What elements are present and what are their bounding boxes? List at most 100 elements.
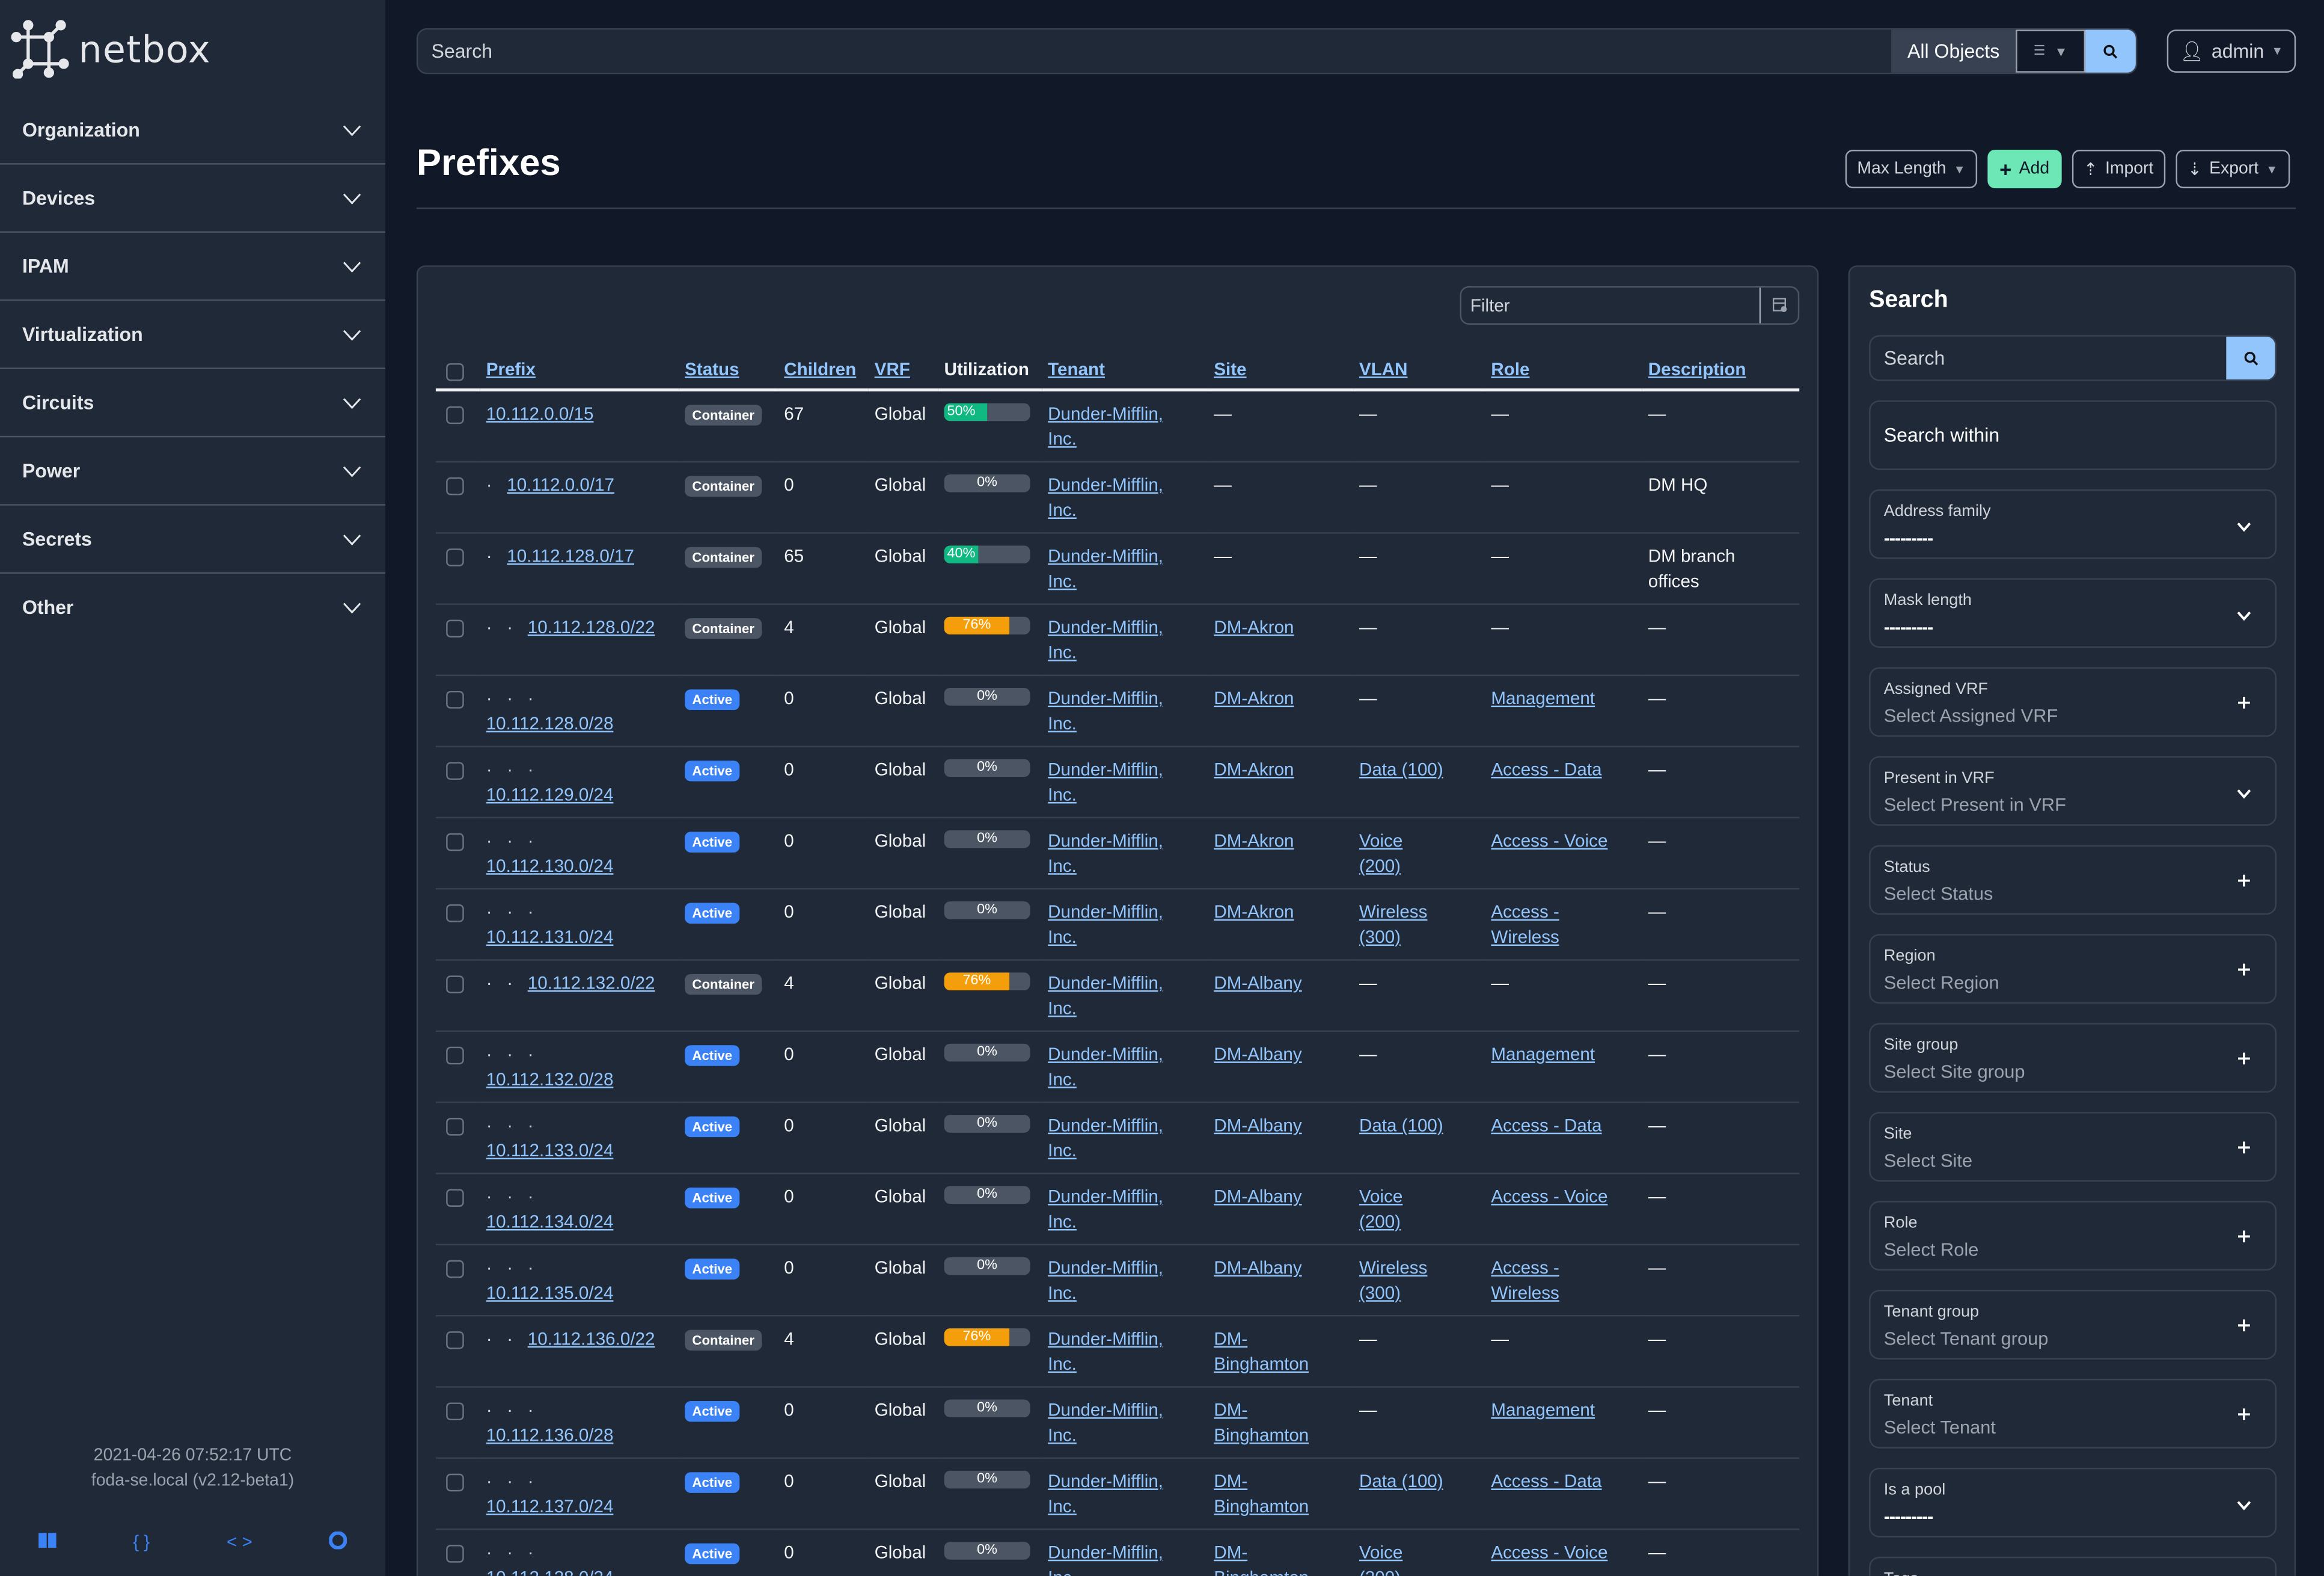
row-checkbox[interactable] [446,548,464,566]
vlan-link[interactable]: Data (100) [1359,1115,1443,1136]
tenant-link[interactable]: Dunder-Mifflin, Inc. [1048,1043,1164,1090]
tenant-link[interactable]: Dunder-Mifflin, Inc. [1048,545,1164,592]
filter-address-family[interactable]: Address family --------- [1869,489,2277,559]
sidebar-item-organization[interactable]: Organization [0,96,386,165]
prefix-link[interactable]: 10.112.135.0/24 [486,1282,614,1304]
tenant-link[interactable]: Dunder-Mifflin, Inc. [1048,1328,1164,1375]
row-checkbox[interactable] [446,1189,464,1207]
role-link[interactable]: Management [1491,688,1595,709]
row-checkbox[interactable] [446,690,464,709]
sidebar-item-circuits[interactable]: Circuits [0,369,386,438]
site-link[interactable]: DM-Albany [1214,972,1302,993]
column-sort-vrf[interactable]: VRF [874,358,910,380]
prefix-link[interactable]: 10.112.0.0/17 [507,474,615,495]
row-checkbox[interactable] [446,762,464,780]
prefix-link[interactable]: 10.112.138.0/24 [486,1567,614,1576]
role-link[interactable]: Access - Wireless [1491,1257,1559,1304]
filter-search-input[interactable]: Search [1883,346,1945,369]
tenant-link[interactable]: Dunder-Mifflin, Inc. [1048,1399,1164,1446]
role-link[interactable]: Access - Voice [1491,1542,1608,1563]
site-link[interactable]: DM-Binghamton [1214,1399,1309,1446]
prefix-link[interactable]: 10.112.134.0/24 [486,1211,614,1232]
prefix-link[interactable]: 10.112.130.0/24 [486,855,614,877]
filter-tags[interactable]: Tags [1869,1556,2277,1576]
prefix-link[interactable]: 10.112.131.0/24 [486,927,614,948]
prefix-link[interactable]: 10.112.129.0/24 [486,784,614,805]
site-link[interactable]: DM-Akron [1214,616,1294,638]
row-checkbox[interactable] [446,1260,464,1278]
tenant-link[interactable]: Dunder-Mifflin, Inc. [1048,616,1164,663]
tenant-link[interactable]: Dunder-Mifflin, Inc. [1048,1257,1164,1304]
role-link[interactable]: Access - Wireless [1491,901,1559,948]
column-sort-status[interactable]: Status [685,358,739,380]
role-link[interactable]: Management [1491,1043,1595,1065]
search-within-field[interactable]: Search within [1869,400,2277,470]
filter-assigned-vrf[interactable]: Assigned VRF Select Assigned VRF [1869,667,2277,737]
prefix-link[interactable]: 10.112.136.0/22 [527,1328,655,1349]
prefix-link[interactable]: 10.112.132.0/28 [486,1069,614,1090]
code-icon[interactable]: < > [226,1531,252,1553]
prefix-link[interactable]: 10.112.132.0/22 [527,972,655,993]
row-checkbox[interactable] [446,477,464,495]
row-checkbox[interactable] [446,1473,464,1492]
tenant-link[interactable]: Dunder-Mifflin, Inc. [1048,972,1164,1019]
row-checkbox[interactable] [446,904,464,922]
role-link[interactable]: Access - Data [1491,1115,1602,1136]
prefix-link[interactable]: 10.112.0.0/15 [486,403,594,425]
search-scope-select[interactable]: All Objects [1891,29,2016,73]
tenant-link[interactable]: Dunder-Mifflin, Inc. [1048,474,1164,521]
role-link[interactable]: Access - Data [1491,1470,1602,1492]
tenant-link[interactable]: Dunder-Mifflin, Inc. [1048,403,1164,450]
column-sort-prefix[interactable]: Prefix [486,358,536,380]
site-link[interactable]: DM-Binghamton [1214,1542,1309,1576]
filter-status[interactable]: Status Select Status [1869,845,2277,915]
row-checkbox[interactable] [446,619,464,638]
filter-mask-length[interactable]: Mask length --------- [1869,578,2277,648]
site-link[interactable]: DM-Akron [1214,688,1294,709]
prefix-link[interactable]: 10.112.136.0/28 [486,1424,614,1446]
book-icon[interactable] [38,1532,57,1554]
prefix-link[interactable]: 10.112.128.0/17 [507,545,634,566]
site-link[interactable]: DM-Akron [1214,759,1294,780]
search-filter-button[interactable]: ☰ ▼ [2016,29,2086,73]
prefix-link[interactable]: 10.112.133.0/24 [486,1140,614,1161]
filter-tenant[interactable]: Tenant Select Tenant [1869,1379,2277,1449]
filter-role[interactable]: Role Select Role [1869,1201,2277,1271]
column-sort-tenant[interactable]: Tenant [1048,358,1105,380]
vlan-link[interactable]: Voice (200) [1359,1542,1403,1576]
vlan-link[interactable]: Data (100) [1359,759,1443,780]
max-length-button[interactable]: Max Length ▼ [1845,150,1978,189]
filter-search-button[interactable] [2226,336,2275,380]
sidebar-item-virtualization[interactable]: Virtualization [0,301,386,369]
export-button[interactable]: ⇣ Export ▼ [2176,150,2290,189]
tenant-link[interactable]: Dunder-Mifflin, Inc. [1048,759,1164,805]
sidebar-item-other[interactable]: Other [0,574,385,640]
configure-table-button[interactable] [1759,287,1798,323]
site-link[interactable]: DM-Albany [1214,1043,1302,1065]
logo[interactable]: netbox [10,19,210,79]
tenant-link[interactable]: Dunder-Mifflin, Inc. [1048,901,1164,948]
import-button[interactable]: ⇡ Import [2072,150,2166,189]
vlan-link[interactable]: Wireless (300) [1359,1257,1428,1304]
tenant-link[interactable]: Dunder-Mifflin, Inc. [1048,830,1164,877]
global-search-button[interactable] [2085,29,2136,73]
tenant-link[interactable]: Dunder-Mifflin, Inc. [1048,688,1164,734]
prefix-link[interactable]: 10.112.137.0/24 [486,1495,614,1517]
vlan-link[interactable]: Wireless (300) [1359,901,1428,948]
global-search-input[interactable]: Search [431,40,493,63]
tenant-link[interactable]: Dunder-Mifflin, Inc. [1048,1115,1164,1161]
vlan-link[interactable]: Voice (200) [1359,830,1403,877]
sidebar-item-power[interactable]: Power [0,437,386,506]
add-button[interactable]: + Add [1987,150,2061,189]
row-checkbox[interactable] [446,975,464,993]
site-link[interactable]: DM-Akron [1214,901,1294,922]
vlan-link[interactable]: Voice (200) [1359,1186,1403,1232]
column-sort-vlan[interactable]: VLAN [1359,358,1408,380]
tenant-link[interactable]: Dunder-Mifflin, Inc. [1048,1542,1164,1576]
tenant-link[interactable]: Dunder-Mifflin, Inc. [1048,1186,1164,1232]
row-checkbox[interactable] [446,1331,464,1349]
row-checkbox[interactable] [446,1118,464,1136]
braces-icon[interactable]: { } [133,1531,150,1553]
user-menu-button[interactable]: 👤︎ admin ▼ [2167,29,2296,73]
site-link[interactable]: DM-Akron [1214,830,1294,851]
